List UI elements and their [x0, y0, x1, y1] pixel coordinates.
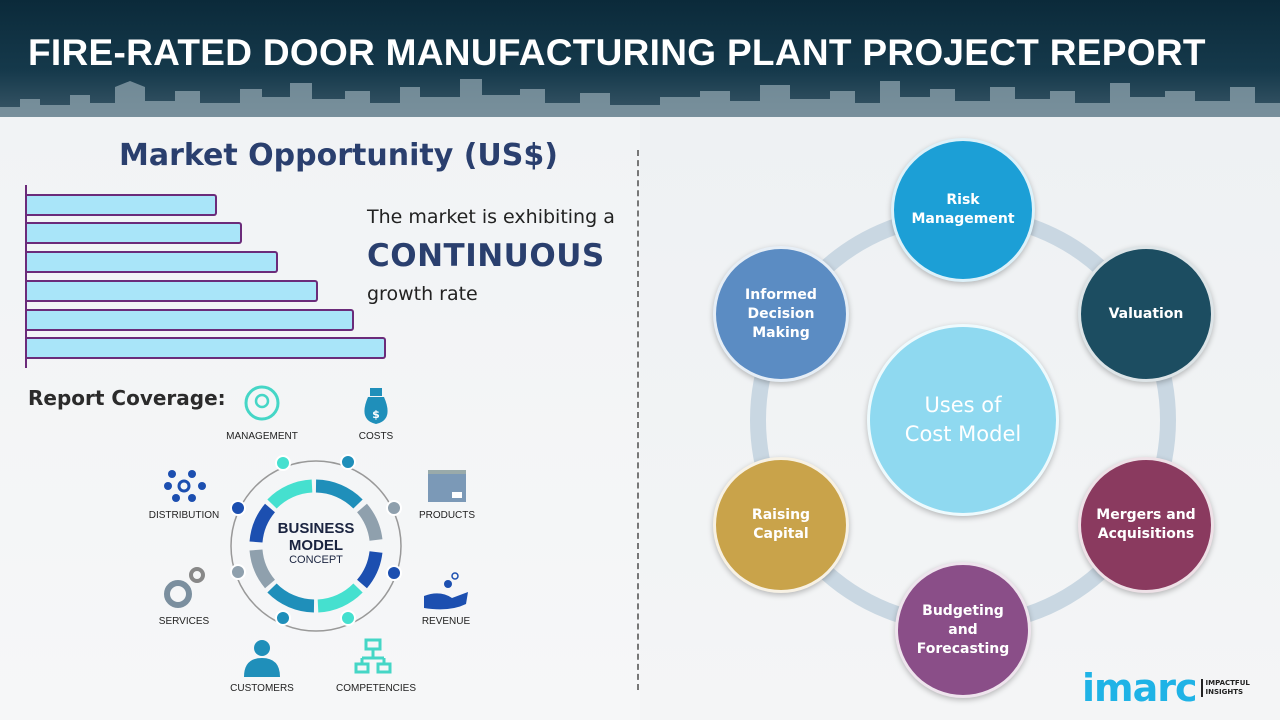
use-circle: Informed Decision Making — [713, 246, 849, 382]
org-chart-icon — [354, 638, 392, 674]
center-line-2: MODEL — [288, 537, 344, 554]
business-model-diagram: $ — [164, 385, 468, 677]
market-bar — [27, 194, 218, 216]
uses-center-line-2: Cost Model — [904, 422, 1022, 446]
coverage-competencies: COMPETENCIES — [335, 683, 417, 694]
city-skyline-image — [0, 79, 1280, 117]
use-label-line1: Mergers and — [1096, 507, 1196, 523]
logo-tag-1: IMPACTFUL — [1205, 679, 1250, 687]
coverage-customers: CUSTOMERS — [230, 683, 294, 694]
header-banner: FIRE-RATED DOOR MANUFACTURING PLANT PROJ… — [0, 0, 1280, 117]
report-coverage-title: Report Coverage: — [28, 386, 226, 410]
growth-text-1: The market is exhibiting a — [367, 206, 615, 228]
box-icon — [428, 470, 466, 502]
hand-coins-icon — [424, 572, 468, 610]
growth-text-2: CONTINUOUS — [367, 238, 605, 274]
market-bar — [27, 222, 243, 244]
coverage-services: SERVICES — [158, 616, 210, 627]
logo-brand: imarc — [1082, 666, 1198, 710]
use-label-line1: Budgeting — [922, 602, 1004, 619]
use-label-line2: Capital — [753, 526, 809, 542]
use-circle: Raising Capital — [713, 457, 849, 593]
svg-text:$: $ — [372, 408, 380, 421]
lightbulb-cycle-icon — [244, 385, 280, 421]
use-label-line3: Forecasting — [916, 640, 1010, 657]
market-bar — [27, 251, 279, 273]
imarc-logo: imarc IMPACTFUL INSIGHTS — [1082, 666, 1250, 710]
center-line-1: BUSINESS — [277, 520, 355, 537]
use-circle: Risk Management — [891, 138, 1035, 282]
uses-center: Uses of Cost Model — [867, 324, 1059, 516]
market-bar — [27, 309, 354, 331]
business-model-center: BUSINESS MODEL CONCEPT — [278, 520, 355, 566]
coverage-products: PRODUCTS — [418, 510, 476, 521]
center-line-3: CONCEPT — [289, 554, 343, 566]
gears-icon — [164, 567, 205, 608]
use-label-line1: Risk — [946, 192, 980, 208]
use-label-line1: Valuation — [1108, 305, 1184, 322]
market-bar — [27, 337, 386, 359]
uses-center-line-1: Uses of — [924, 393, 1002, 417]
coverage-costs: COSTS — [358, 431, 394, 442]
growth-text-3: growth rate — [367, 283, 478, 305]
use-label-line3: Making — [752, 324, 810, 341]
use-label-line2: Decision — [747, 305, 815, 322]
coverage-revenue: REVENUE — [421, 616, 471, 627]
use-circle: Valuation — [1078, 246, 1214, 382]
market-opportunity-title: Market Opportunity (US$) — [119, 138, 558, 173]
logo-tag-2: INSIGHTS — [1205, 688, 1244, 696]
use-label-line1: Informed — [745, 286, 817, 303]
use-label-line2: Acquisitions — [1097, 526, 1195, 542]
use-circle: Mergers and Acquisitions — [1078, 457, 1214, 593]
person-icon — [244, 640, 280, 677]
use-circle: Budgeting and Forecasting — [895, 562, 1031, 698]
market-bar — [27, 280, 318, 302]
page-title: FIRE-RATED DOOR MANUFACTURING PLANT PROJ… — [28, 32, 1206, 73]
money-bag-icon: $ — [364, 388, 388, 424]
coverage-distribution: DISTRIBUTION — [148, 510, 220, 521]
use-label-line2: Management — [911, 211, 1015, 227]
use-label-line1: Raising — [751, 507, 811, 523]
divider — [637, 150, 639, 690]
bar-axis — [25, 185, 27, 368]
left-panel — [0, 117, 640, 720]
use-label-line2: and — [948, 621, 978, 638]
coverage-management: MANAGEMENT — [226, 431, 298, 442]
network-icon — [164, 470, 206, 502]
